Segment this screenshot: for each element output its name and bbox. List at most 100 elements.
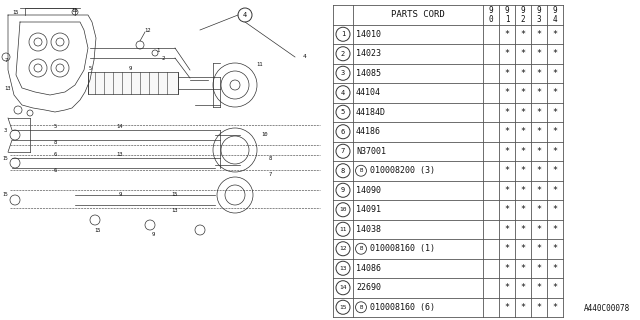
Text: B: B — [360, 305, 363, 310]
Text: *: * — [552, 49, 557, 58]
Text: *: * — [520, 69, 525, 78]
Text: *: * — [504, 108, 509, 117]
Text: *: * — [552, 186, 557, 195]
Text: 15: 15 — [172, 193, 179, 197]
Text: *: * — [504, 166, 509, 175]
Text: 7: 7 — [341, 148, 345, 154]
Text: B: B — [360, 168, 363, 173]
Text: 5: 5 — [341, 109, 345, 115]
Text: *: * — [536, 244, 541, 253]
Text: 15: 15 — [339, 305, 347, 310]
Text: 5: 5 — [53, 124, 56, 130]
Text: 1: 1 — [341, 31, 345, 37]
Text: *: * — [504, 88, 509, 97]
Text: 5: 5 — [88, 66, 92, 70]
Text: *: * — [536, 147, 541, 156]
Text: 13: 13 — [339, 266, 347, 271]
Text: 010008160 (6): 010008160 (6) — [370, 303, 435, 312]
Text: 9
3: 9 3 — [537, 6, 541, 24]
Text: 9: 9 — [118, 193, 122, 197]
Text: *: * — [552, 147, 557, 156]
Text: 9: 9 — [152, 233, 155, 237]
Text: *: * — [504, 186, 509, 195]
Text: N37001: N37001 — [356, 147, 386, 156]
Text: *: * — [552, 69, 557, 78]
Text: 9
4: 9 4 — [553, 6, 557, 24]
Text: *: * — [552, 166, 557, 175]
Text: 1: 1 — [156, 47, 159, 52]
Text: 6: 6 — [53, 167, 56, 172]
Text: *: * — [552, 264, 557, 273]
Text: *: * — [552, 225, 557, 234]
Text: 4: 4 — [341, 90, 345, 96]
Text: 13: 13 — [172, 207, 179, 212]
Text: *: * — [504, 225, 509, 234]
Text: *: * — [520, 88, 525, 97]
Text: *: * — [504, 127, 509, 136]
Text: 3: 3 — [341, 70, 345, 76]
Text: B: B — [360, 246, 363, 251]
Text: *: * — [520, 186, 525, 195]
Text: *: * — [520, 264, 525, 273]
Text: 2: 2 — [161, 55, 164, 60]
Text: 15: 15 — [95, 228, 101, 233]
Text: *: * — [520, 127, 525, 136]
Text: 10: 10 — [339, 207, 347, 212]
Text: *: * — [504, 283, 509, 292]
Text: PARTS CORD: PARTS CORD — [391, 10, 445, 19]
Text: 10: 10 — [262, 132, 268, 138]
Text: *: * — [536, 205, 541, 214]
Text: *: * — [504, 147, 509, 156]
Text: *: * — [536, 49, 541, 58]
Text: *: * — [520, 225, 525, 234]
Text: 11: 11 — [257, 62, 263, 68]
Text: *: * — [536, 225, 541, 234]
Text: 8: 8 — [341, 168, 345, 174]
Text: *: * — [536, 30, 541, 39]
Text: 8: 8 — [268, 156, 271, 161]
Bar — [333, 5, 563, 317]
Text: 11: 11 — [339, 227, 347, 232]
Text: *: * — [520, 166, 525, 175]
Text: 14090: 14090 — [356, 186, 381, 195]
Text: *: * — [520, 147, 525, 156]
Text: *: * — [552, 30, 557, 39]
Text: *: * — [520, 108, 525, 117]
Text: 010008160 (1): 010008160 (1) — [370, 244, 435, 253]
Text: 13: 13 — [116, 153, 124, 157]
Text: 11: 11 — [72, 7, 78, 12]
Bar — [88, 72, 178, 94]
Text: *: * — [536, 186, 541, 195]
Text: 9: 9 — [341, 187, 345, 193]
Text: *: * — [520, 30, 525, 39]
Text: 15: 15 — [13, 10, 19, 14]
Text: *: * — [536, 283, 541, 292]
Text: *: * — [504, 244, 509, 253]
Text: *: * — [504, 49, 509, 58]
Text: *: * — [520, 49, 525, 58]
Text: *: * — [536, 166, 541, 175]
Text: 010008200 (3): 010008200 (3) — [370, 166, 435, 175]
Text: *: * — [504, 30, 509, 39]
Text: 44184D: 44184D — [356, 108, 386, 117]
Text: *: * — [552, 127, 557, 136]
Text: 6: 6 — [341, 129, 345, 135]
Text: *: * — [536, 88, 541, 97]
Text: *: * — [552, 108, 557, 117]
Text: *: * — [504, 264, 509, 273]
Text: 44186: 44186 — [356, 127, 381, 136]
Text: 22690: 22690 — [356, 283, 381, 292]
Text: 14010: 14010 — [356, 30, 381, 39]
Text: 14: 14 — [339, 285, 347, 290]
Text: 15: 15 — [2, 156, 8, 161]
Text: 14: 14 — [116, 124, 124, 129]
Text: 14085: 14085 — [356, 69, 381, 78]
Text: 13: 13 — [4, 85, 12, 91]
Text: 2: 2 — [341, 51, 345, 57]
Text: *: * — [536, 69, 541, 78]
Text: 8: 8 — [53, 140, 56, 145]
Text: 9
1: 9 1 — [505, 6, 509, 24]
Text: *: * — [504, 69, 509, 78]
Text: 9: 9 — [129, 66, 132, 70]
Text: 14023: 14023 — [356, 49, 381, 58]
